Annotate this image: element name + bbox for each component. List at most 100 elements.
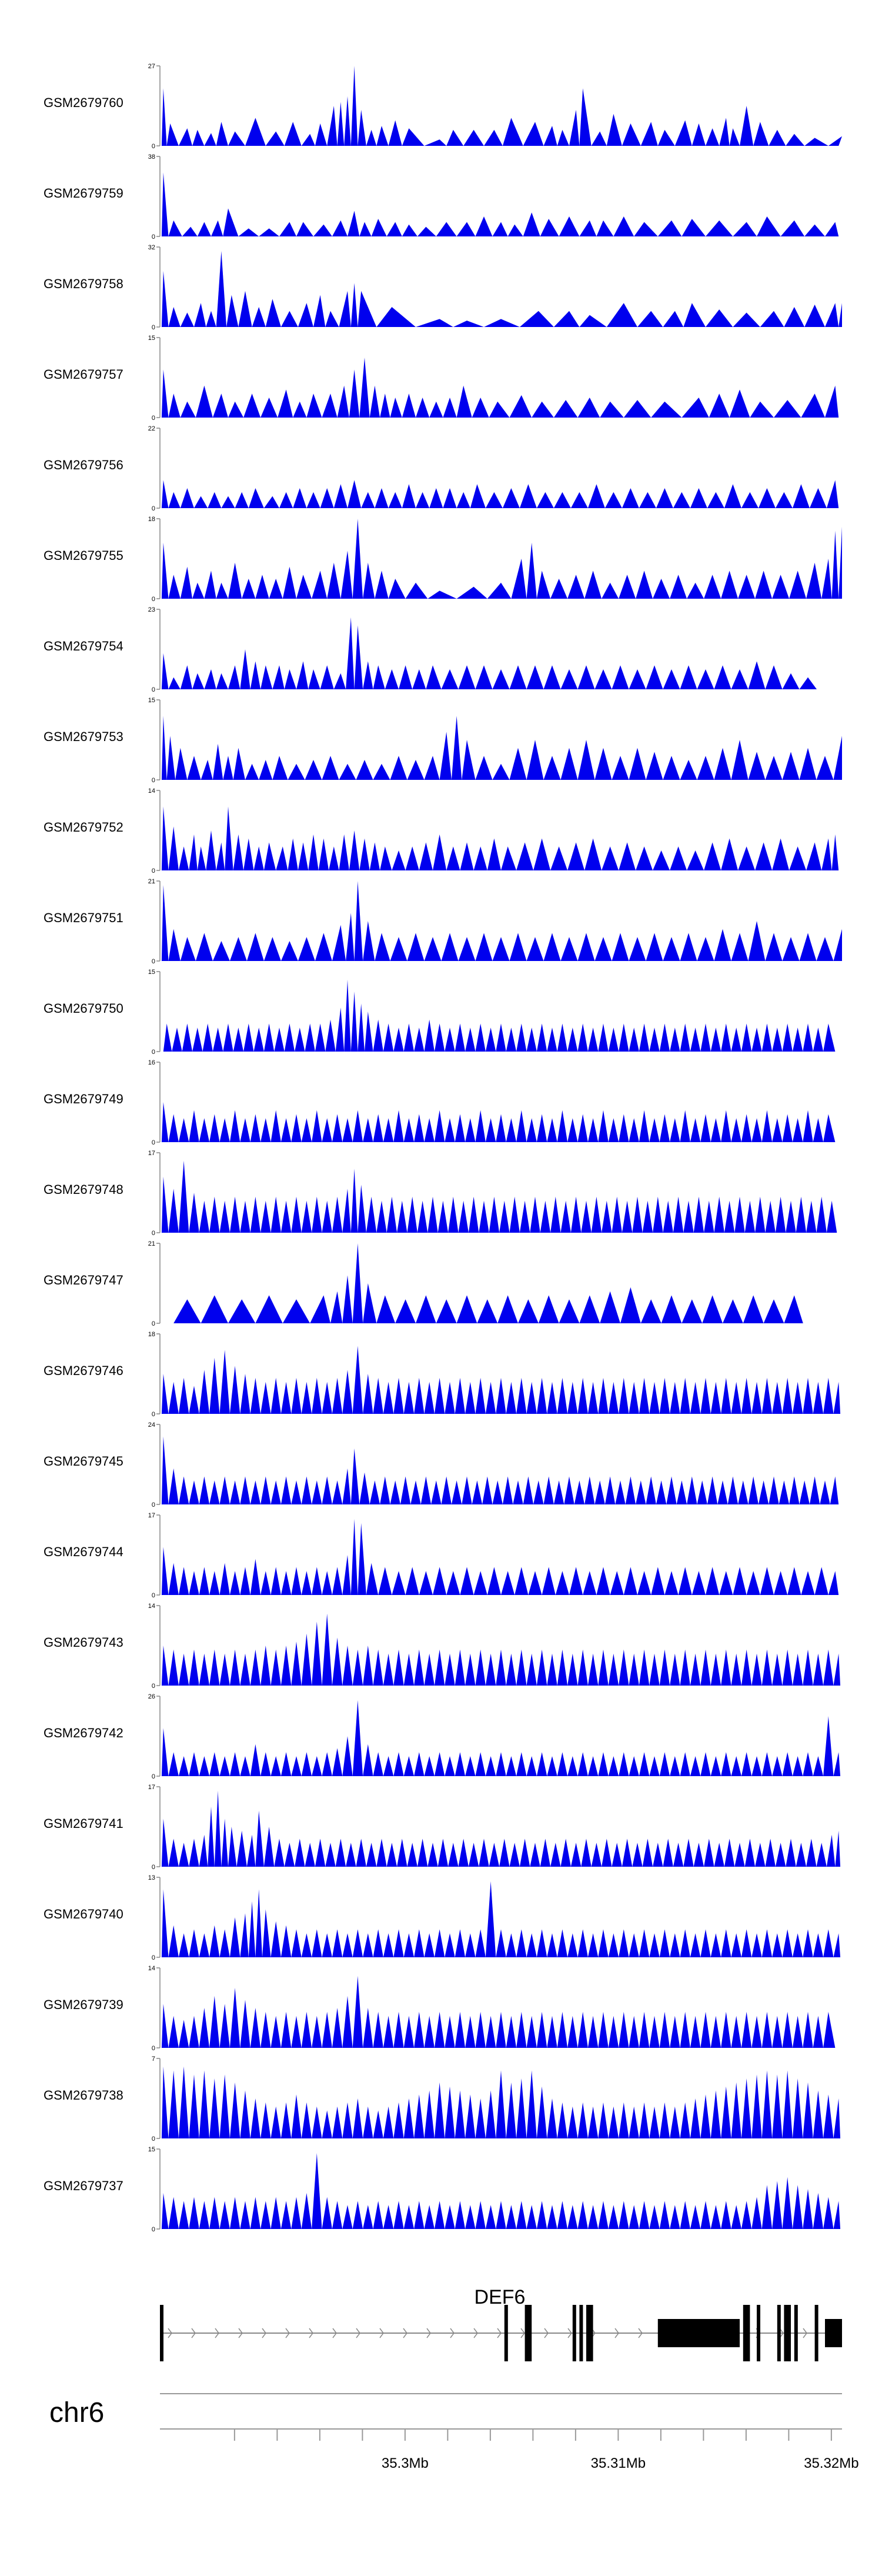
signal-peak	[228, 131, 245, 146]
signal-peak	[823, 1377, 834, 1414]
signal-peak	[306, 393, 322, 418]
signal-peak	[743, 1295, 764, 1323]
signal-peak	[741, 1377, 752, 1414]
signal-peak	[741, 2201, 752, 2229]
signal-peak	[704, 842, 721, 870]
signal-peak	[700, 1377, 711, 1414]
signal-peak	[731, 2205, 741, 2229]
signal-peak	[475, 1110, 486, 1142]
signal-peak	[161, 1547, 169, 1595]
track-label: GSM2679737	[44, 2178, 123, 2193]
track-label: GSM2679754	[44, 639, 123, 653]
signal-peak	[813, 1933, 824, 1957]
track-ymax-label: 7	[152, 2056, 155, 2063]
signal-peak	[161, 480, 169, 508]
signal-peak	[683, 1838, 694, 1867]
signal-peak	[350, 1448, 360, 1504]
signal-peak	[659, 1929, 670, 1957]
signal-peak	[270, 1196, 281, 1233]
signal-peak	[629, 2016, 639, 2048]
signal-peak	[547, 1933, 557, 1957]
signal-peak	[806, 842, 822, 870]
signal-peak	[744, 1838, 756, 1867]
signal-peak	[577, 1752, 588, 1776]
signal-peak	[751, 2197, 762, 2229]
signal-peak	[634, 222, 658, 236]
signal-peak	[375, 488, 389, 508]
signal-peak	[717, 1480, 728, 1504]
signal-peak	[608, 1382, 619, 1414]
signal-peak	[710, 1027, 721, 1052]
signal-peak	[608, 2205, 619, 2229]
signal-peak	[804, 138, 828, 146]
signal-peak	[403, 2205, 415, 2229]
signal-peak	[414, 1114, 425, 1142]
gene-exon	[504, 2305, 508, 2361]
strand-arrow	[238, 2328, 243, 2338]
signal-peak	[219, 1350, 230, 1414]
signal-peak	[591, 1196, 602, 1233]
track-GSM2679746: GSM2679746 18 0	[44, 1331, 841, 1418]
signal-peak	[680, 1752, 690, 1776]
signal-peak	[813, 2193, 824, 2229]
signal-peak	[325, 1019, 336, 1052]
signal-peak	[772, 2181, 783, 2229]
signal-peak	[598, 2201, 609, 2229]
signal-peak	[731, 740, 749, 780]
signal-peak	[608, 1118, 619, 1142]
signal-peak	[240, 1756, 250, 1776]
signal-peak	[619, 1023, 629, 1052]
signal-peak	[373, 2110, 383, 2138]
signal-peak	[441, 1476, 452, 1504]
signal-peak	[473, 1571, 487, 1595]
signal-peak	[751, 2016, 762, 2048]
signal-peak	[189, 1110, 199, 1142]
signal-peak	[342, 1736, 353, 1776]
signal-peak	[192, 129, 205, 146]
signal-peak	[310, 1295, 330, 1323]
signal-peak	[260, 1752, 271, 1776]
signal-peak	[492, 1480, 503, 1504]
signal-peak	[390, 756, 407, 780]
signal-peak	[806, 562, 822, 599]
signal-peak	[390, 1480, 400, 1504]
signal-peak	[509, 1843, 520, 1867]
signal-peak	[260, 1200, 271, 1233]
signal-peak	[553, 492, 571, 508]
signal-peak	[598, 1929, 609, 1957]
signal-peak	[587, 484, 605, 508]
signal-peak	[820, 1480, 830, 1504]
signal-peak	[594, 937, 612, 961]
strand-arrow	[450, 2328, 455, 2338]
signal-peak	[833, 929, 842, 961]
signal-peak	[180, 488, 194, 508]
signal-peak	[475, 2098, 486, 2138]
signal-peak	[161, 1102, 169, 1142]
track-ymax-label: 18	[148, 1331, 155, 1338]
signal-peak	[796, 1843, 807, 1867]
signal-peak	[577, 2201, 588, 2229]
signal-peak	[348, 211, 360, 236]
signal-peak	[168, 677, 181, 689]
signal-peak	[796, 1196, 807, 1233]
signal-peak	[301, 1476, 312, 1504]
signal-peak	[833, 1752, 841, 1776]
track-ymin-label: 0	[152, 324, 155, 331]
signal-peak	[569, 1567, 583, 1595]
signal-peak	[706, 128, 720, 146]
signal-peak	[765, 665, 783, 689]
signal-peak	[270, 2106, 281, 2138]
signal-peak	[651, 1567, 665, 1595]
signal-peak	[386, 1196, 397, 1233]
signal-peak	[255, 575, 269, 599]
signal-peak	[721, 2011, 731, 2048]
signal-peak	[180, 665, 193, 689]
signal-peak	[296, 575, 312, 599]
signal-peak	[649, 1118, 660, 1142]
signal-peak	[784, 307, 805, 327]
track-GSM2679750: GSM2679750 15 0	[44, 969, 836, 1056]
signal-peak	[536, 492, 554, 508]
signal-peak	[479, 1838, 489, 1867]
signal-peak	[453, 321, 484, 327]
signal-peak	[485, 1118, 496, 1142]
